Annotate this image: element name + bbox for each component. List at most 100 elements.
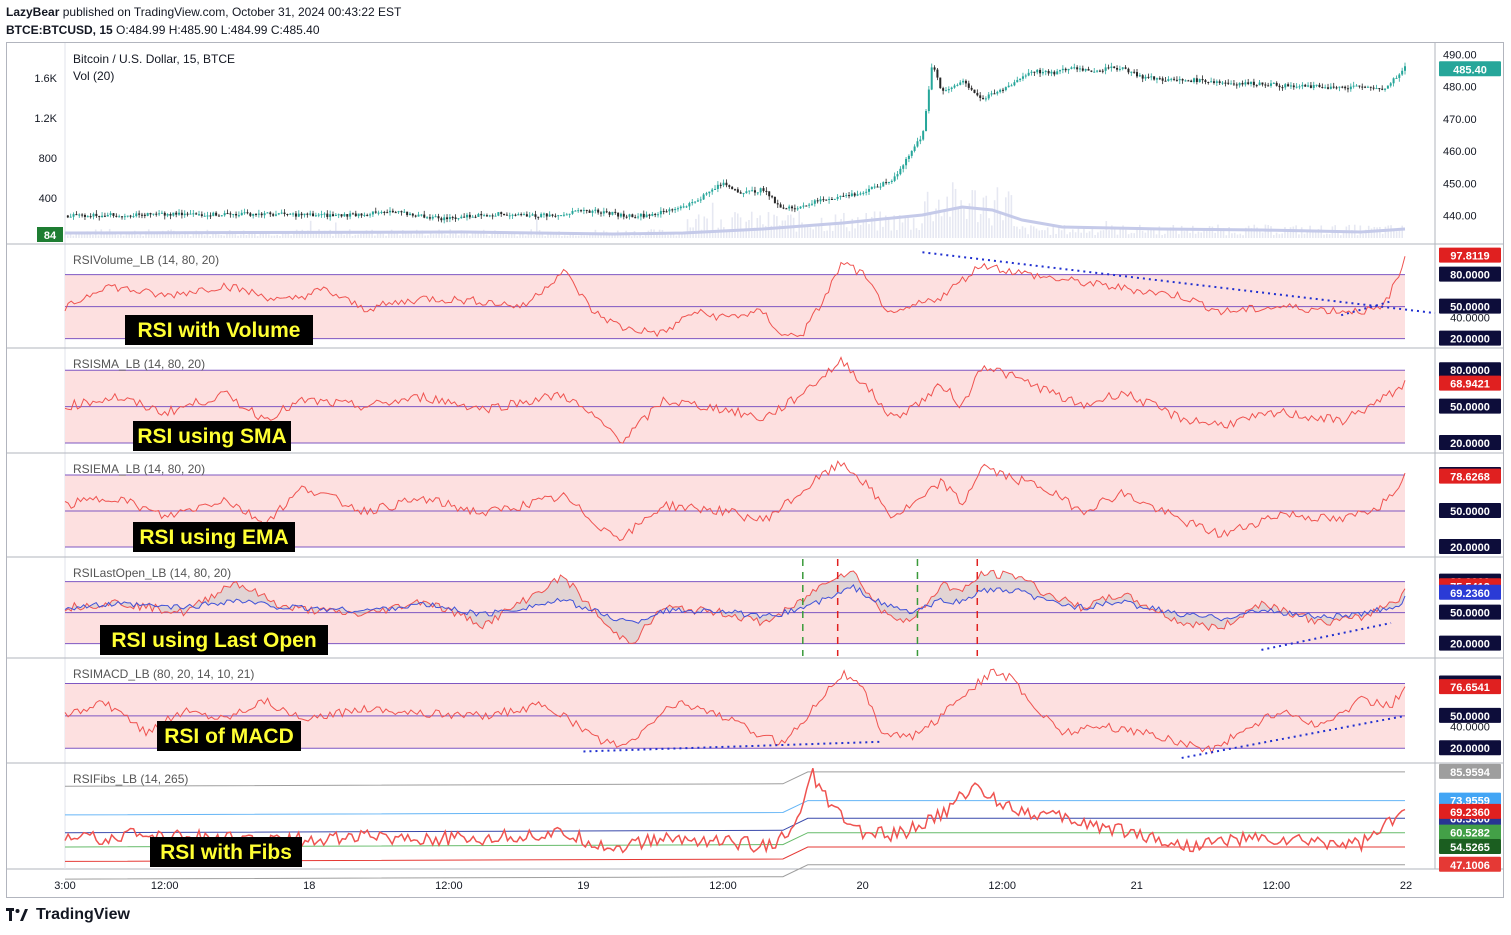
- candle-body: [294, 213, 297, 217]
- candle-body: [999, 89, 1002, 92]
- candle-body: [1232, 83, 1235, 85]
- candle-body: [1053, 71, 1056, 75]
- candle-body: [1153, 76, 1156, 80]
- candle-body: [936, 69, 939, 78]
- indicator-title: RSIFibs_LB (14, 265): [73, 772, 188, 786]
- candle-body: [551, 214, 554, 216]
- candle-body: [853, 193, 856, 196]
- candle-body: [237, 215, 240, 217]
- candle-body: [86, 216, 89, 218]
- candle-body: [568, 213, 571, 215]
- chart-canvas[interactable]: 490.00 480.00 470.00 460.00 450.00 440.00 485.…: [7, 43, 1503, 897]
- candle-body: [92, 213, 95, 217]
- candle-body: [1107, 67, 1110, 69]
- candle-body: [1275, 82, 1278, 86]
- candle-body: [907, 155, 910, 159]
- candle-body: [793, 208, 796, 210]
- candle-body: [791, 206, 794, 209]
- candle-body: [406, 211, 409, 216]
- candle-body: [1386, 85, 1389, 89]
- candle-body: [574, 210, 577, 212]
- candle-body: [805, 205, 808, 207]
- candle-body: [175, 212, 178, 215]
- candle-body: [454, 217, 457, 219]
- candle-body: [1050, 71, 1053, 74]
- candle-body: [440, 218, 443, 221]
- candle-body: [788, 206, 791, 209]
- indicator-annotation: RSI with Volume: [138, 319, 301, 342]
- candle-body: [485, 215, 488, 217]
- rsi-axis-tick: 40.0000: [1450, 312, 1490, 324]
- candle-body: [166, 214, 169, 216]
- candle-body: [657, 214, 660, 216]
- rsi-axis-tick-bg: [1439, 539, 1501, 554]
- candle-body: [1307, 85, 1310, 87]
- tradingview-footer[interactable]: TradingView: [6, 906, 130, 924]
- candle-body: [534, 214, 537, 217]
- candle-body: [109, 213, 112, 216]
- fib-level-line: [64, 864, 1405, 880]
- candle-body: [773, 196, 776, 204]
- candle-body: [206, 215, 209, 217]
- candle-body: [1113, 66, 1116, 68]
- candle-body: [993, 93, 996, 95]
- candle-body: [1130, 71, 1133, 73]
- candle-body: [1284, 84, 1287, 88]
- candle-body: [676, 208, 679, 210]
- candle-body: [813, 200, 816, 204]
- candle-body: [160, 212, 163, 214]
- candle-body: [1372, 87, 1375, 89]
- candle-body: [457, 218, 460, 220]
- rsi-axis-tick-plain: 40.0000: [1450, 722, 1490, 734]
- candle-body: [725, 182, 728, 186]
- candle-body: [554, 215, 557, 217]
- candle-body: [257, 213, 260, 215]
- candle-body: [1002, 89, 1004, 91]
- candle-body: [1338, 86, 1341, 88]
- rsi-axis-tick: 50.0000: [1450, 302, 1490, 314]
- candle-body: [776, 203, 779, 205]
- candle-body: [1081, 68, 1084, 71]
- candle-body: [1401, 70, 1404, 75]
- trend-dotted-line: [1340, 300, 1392, 317]
- candle-body: [1013, 82, 1016, 86]
- candle-body: [1329, 86, 1332, 89]
- candle-body: [183, 213, 186, 216]
- candle-body: [101, 215, 104, 218]
- indicator-annotation-box: [157, 721, 301, 751]
- candle-body: [417, 214, 420, 217]
- candle-body: [605, 211, 608, 213]
- candle-body: [72, 214, 75, 217]
- time-axis-tick: 12:00: [151, 880, 179, 892]
- candle-body: [1190, 80, 1193, 83]
- candle-body: [1244, 82, 1247, 85]
- candle-body: [511, 214, 514, 216]
- candle-body: [1016, 80, 1019, 83]
- candle-body: [118, 216, 121, 218]
- candle-body: [89, 216, 92, 218]
- candle-body: [671, 209, 674, 211]
- candle-body: [779, 204, 782, 208]
- rsi-axis-tick: 20.0000: [1450, 743, 1490, 755]
- candle-body: [662, 210, 665, 212]
- candle-body: [1178, 79, 1181, 81]
- candle-body: [611, 211, 614, 215]
- candle-body: [209, 215, 212, 217]
- candle-body: [497, 212, 500, 216]
- candle-body: [699, 199, 702, 201]
- candle-body: [95, 213, 98, 217]
- candle-body: [155, 213, 158, 215]
- candle-body: [602, 211, 605, 214]
- candle-body: [332, 214, 334, 217]
- candle-body: [349, 213, 352, 217]
- candle-body: [346, 214, 349, 217]
- candle-body: [1044, 70, 1047, 72]
- candle-body: [1221, 82, 1224, 84]
- candle-body: [600, 212, 602, 214]
- rsi-axis-tick-bg: [1439, 503, 1501, 518]
- candle-body: [357, 213, 360, 217]
- candle-body: [189, 213, 192, 215]
- candle-body: [594, 209, 597, 211]
- candle-body: [1096, 70, 1099, 72]
- candle-body: [597, 209, 600, 213]
